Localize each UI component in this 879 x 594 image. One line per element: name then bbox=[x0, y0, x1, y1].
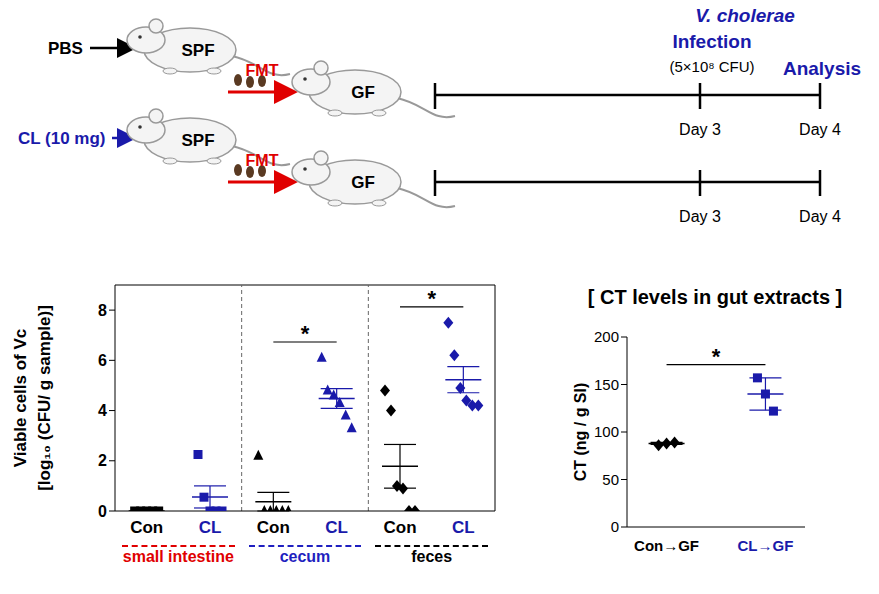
svg-text:FMT: FMT bbox=[246, 62, 279, 79]
svg-text:50: 50 bbox=[602, 471, 619, 488]
svg-text:(5×10⁸ CFU): (5×10⁸ CFU) bbox=[669, 58, 754, 75]
html-text:small intestine: small intestine bbox=[122, 548, 234, 565]
svg-text:Con: Con bbox=[257, 518, 290, 537]
svg-text:PBS: PBS bbox=[48, 39, 83, 58]
svg-text:Day 4: Day 4 bbox=[799, 121, 841, 138]
svg-text:Analysis: Analysis bbox=[783, 58, 861, 79]
svg-text:Day 3: Day 3 bbox=[679, 121, 721, 138]
svg-text:CL: CL bbox=[199, 518, 222, 537]
html-text:CT (ng / g SI): CT (ng / g SI) bbox=[572, 382, 589, 482]
svg-text:0: 0 bbox=[98, 503, 107, 520]
svg-text:8: 8 bbox=[98, 302, 107, 319]
svg-text:*: * bbox=[427, 286, 436, 311]
svg-text:CL: CL bbox=[325, 518, 348, 537]
svg-text:CL: CL bbox=[452, 518, 475, 537]
svg-text:Con: Con bbox=[383, 518, 416, 537]
svg-text:V. cholerae: V. cholerae bbox=[695, 5, 795, 26]
svg-text:GF: GF bbox=[351, 173, 375, 192]
svg-text:CL→GF: CL→GF bbox=[738, 537, 794, 554]
html-text:cecum: cecum bbox=[279, 548, 331, 565]
svg-text:*: * bbox=[712, 344, 721, 369]
svg-text:4: 4 bbox=[98, 402, 107, 419]
svg-text:SPF: SPF bbox=[181, 131, 214, 150]
svg-text:Con: Con bbox=[130, 518, 163, 537]
svg-text:GF: GF bbox=[351, 83, 375, 102]
svg-text:2: 2 bbox=[98, 452, 107, 469]
html-text:[log₁₀ (CFU/ g sample)]: [log₁₀ (CFU/ g sample)] bbox=[35, 305, 54, 491]
svg-text:CL (10 mg): CL (10 mg) bbox=[18, 129, 106, 148]
svg-text:Day 4: Day 4 bbox=[799, 208, 841, 225]
svg-text:Day 3: Day 3 bbox=[679, 208, 721, 225]
svg-text:SPF: SPF bbox=[181, 41, 214, 60]
html-text:Viable cells of Vc: Viable cells of Vc bbox=[11, 328, 30, 468]
svg-text:Con→GF: Con→GF bbox=[634, 537, 699, 554]
svg-text:0: 0 bbox=[611, 518, 619, 535]
svg-text:*: * bbox=[301, 321, 310, 346]
svg-text:Infection: Infection bbox=[672, 31, 751, 52]
html-text:[ CT levels in gut extracts ]: [ CT levels in gut extracts ] bbox=[587, 286, 843, 308]
svg-text:6: 6 bbox=[98, 352, 107, 369]
svg-text:100: 100 bbox=[594, 423, 619, 440]
svg-text:FMT: FMT bbox=[246, 152, 279, 169]
svg-text:150: 150 bbox=[594, 376, 619, 393]
html-text:feces: feces bbox=[411, 548, 453, 565]
svg-text:200: 200 bbox=[594, 328, 619, 345]
